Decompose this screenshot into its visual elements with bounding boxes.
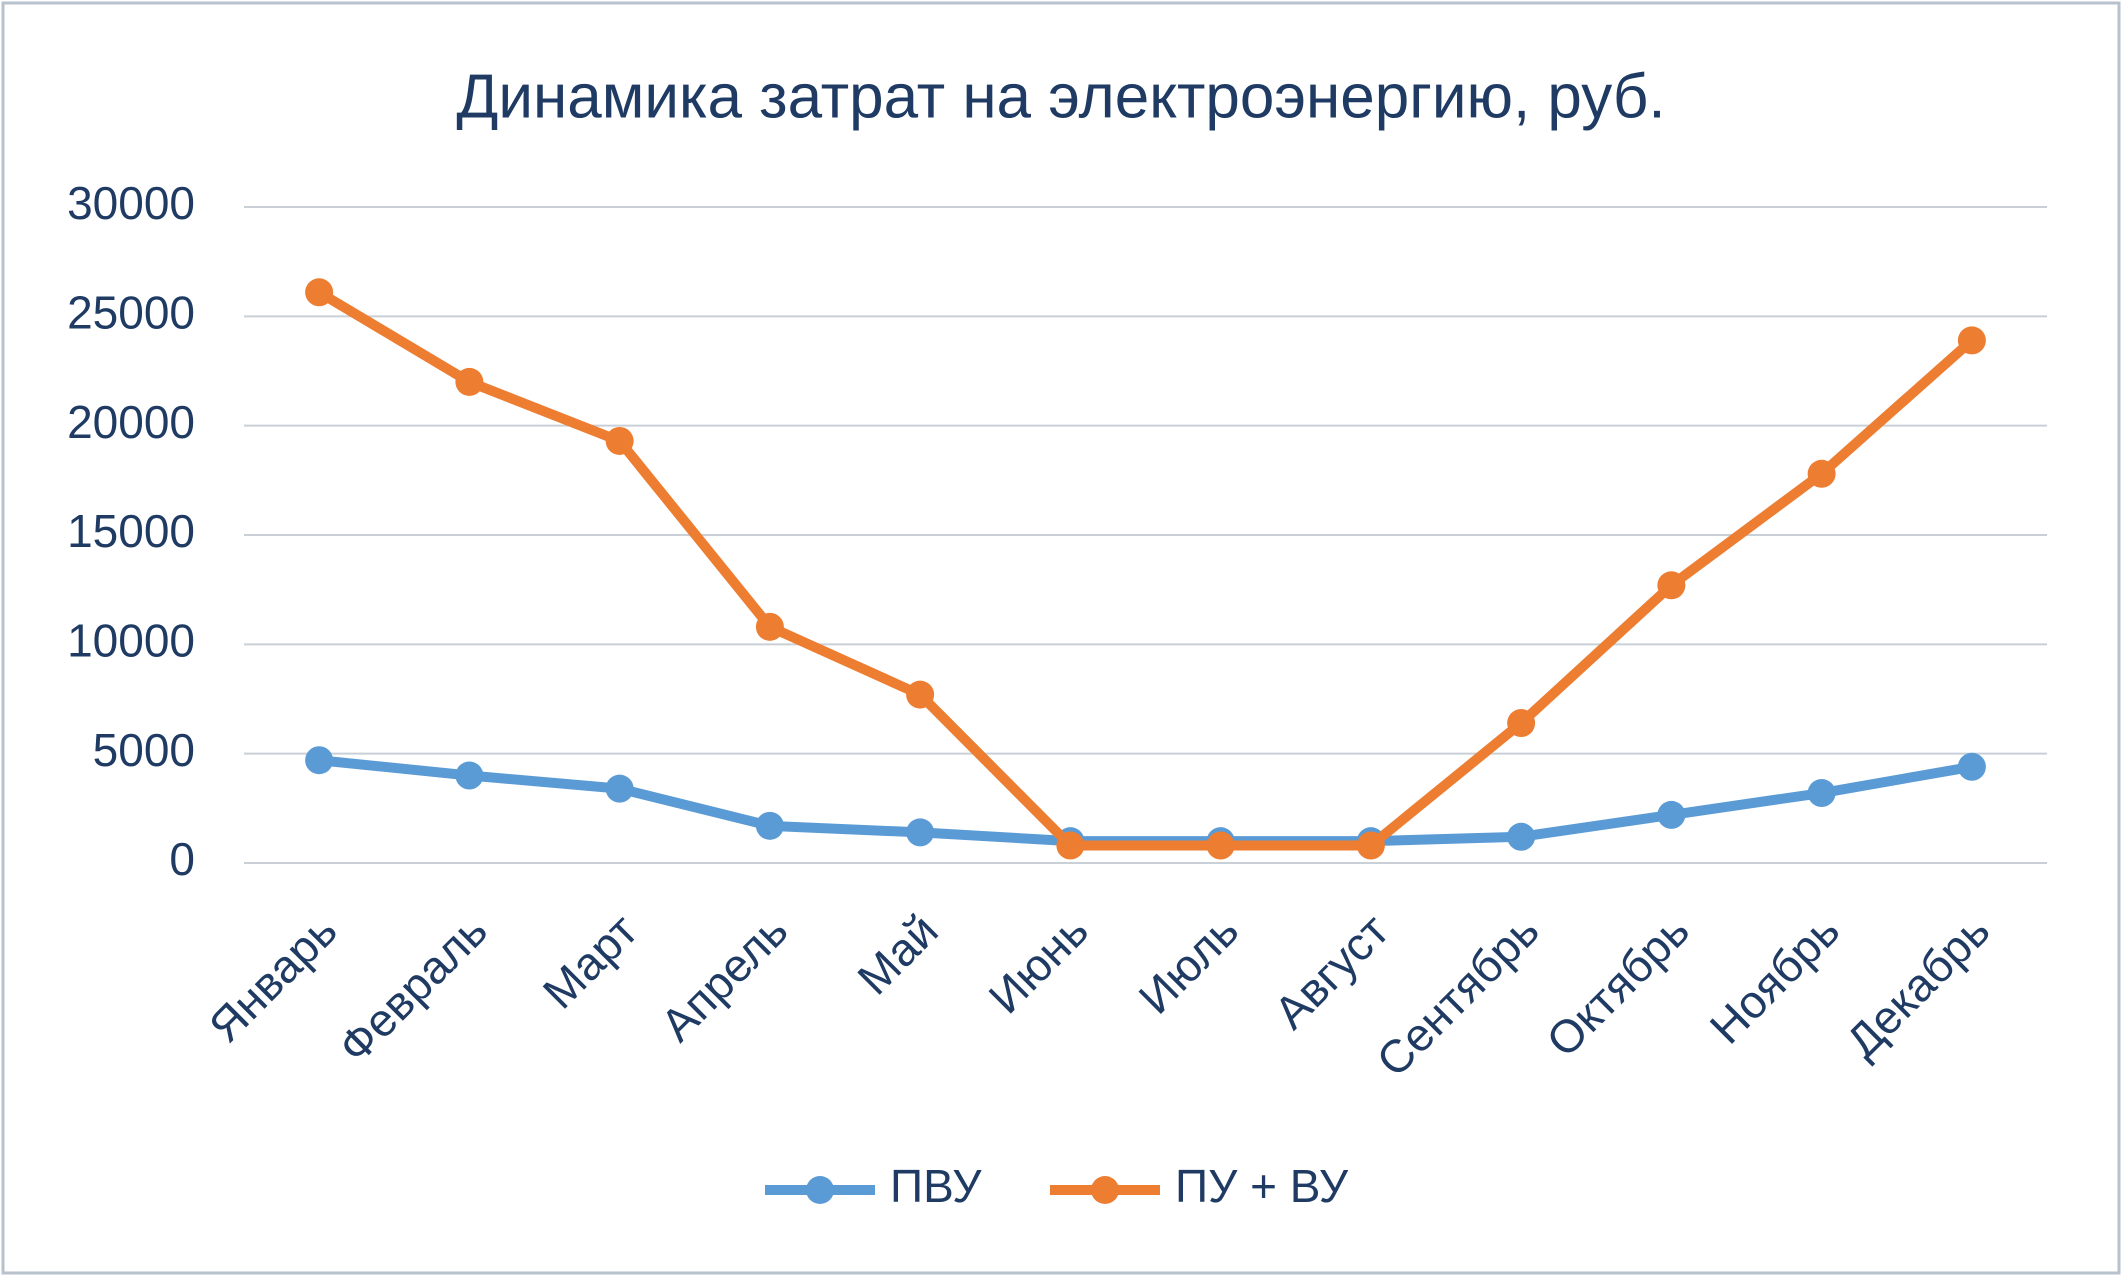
legend-label: ПВУ (890, 1160, 982, 1212)
y-tick-label: 15000 (67, 505, 195, 557)
y-tick-label: 10000 (67, 614, 195, 666)
chart-title: Динамика затрат на электроэнергию, руб. (456, 62, 1665, 131)
data-point (1957, 752, 1986, 781)
data-point (455, 367, 484, 396)
data-point (906, 818, 935, 847)
legend-marker (806, 1176, 834, 1204)
data-point (906, 680, 935, 709)
y-tick-label: 25000 (67, 286, 195, 338)
data-point (605, 774, 634, 803)
data-point (1957, 326, 1986, 355)
y-tick-label: 20000 (67, 396, 195, 448)
data-point (1657, 800, 1686, 829)
data-point (605, 426, 634, 455)
data-point (755, 811, 784, 840)
legend-label: ПУ + ВУ (1175, 1160, 1349, 1212)
y-tick-label: 0 (169, 833, 195, 885)
data-point (1056, 831, 1085, 860)
legend-marker (1091, 1176, 1119, 1204)
y-tick-label: 30000 (67, 177, 195, 229)
y-tick-label: 5000 (93, 724, 195, 776)
data-point (1507, 709, 1536, 738)
series-line (316, 287, 1976, 851)
data-point (305, 278, 334, 307)
data-point (1657, 571, 1686, 600)
data-point (305, 746, 334, 775)
data-point (1807, 459, 1836, 488)
data-point (1507, 822, 1536, 851)
data-point (455, 761, 484, 790)
data-point (1206, 831, 1235, 860)
data-point (1356, 831, 1385, 860)
data-point (1807, 779, 1836, 808)
data-point (755, 612, 784, 641)
